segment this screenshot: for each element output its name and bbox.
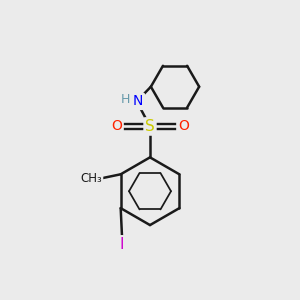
Text: N: N — [133, 94, 143, 108]
Text: H: H — [121, 93, 130, 106]
Text: I: I — [120, 237, 124, 252]
Text: S: S — [145, 119, 155, 134]
Text: CH₃: CH₃ — [80, 172, 102, 184]
Text: O: O — [111, 119, 122, 134]
Text: O: O — [178, 119, 189, 134]
